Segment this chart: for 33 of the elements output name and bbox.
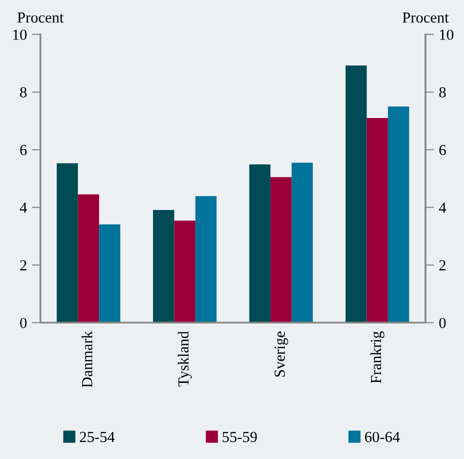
x-tick-label: Tyskland [178, 331, 192, 387]
x-tick-label: Frankrig [370, 331, 384, 384]
y2-tick-label: 4 [438, 202, 446, 213]
y-tick-label: 8 [20, 87, 27, 98]
y2-tick-label: 10 [440, 30, 454, 40]
bar [195, 196, 217, 323]
y-tick-label: 10 [13, 30, 27, 40]
y2-tick-label: 6 [439, 144, 446, 156]
bar [388, 106, 410, 323]
y2-tick-label: 8 [439, 87, 446, 98]
legend-label: 60-64 [365, 432, 400, 442]
legend-label: 25-54 [80, 432, 115, 442]
y-tick-label: 0 [20, 318, 27, 328]
y-axis-title: Procent [17, 12, 64, 23]
legend-label: 55-59 [222, 432, 257, 442]
bar [99, 224, 120, 323]
y-tick-label: 6 [20, 144, 27, 156]
bar [174, 220, 196, 323]
y-tick-label: 4 [20, 202, 27, 213]
bar [292, 162, 313, 323]
x-tick-label: Sverige [274, 332, 288, 377]
bar [56, 163, 78, 323]
x-tick-label: Danmark [82, 331, 92, 388]
bar [153, 210, 174, 323]
bar [78, 194, 100, 323]
y2-tick-label: 2 [439, 260, 446, 270]
y2-axis-title: Procent [402, 12, 449, 23]
y2-tick-label: 0 [439, 318, 446, 328]
y-tick-label: 2 [20, 260, 26, 270]
bar [366, 118, 388, 323]
bar [346, 66, 367, 323]
bar [249, 164, 270, 323]
bar [270, 177, 292, 323]
